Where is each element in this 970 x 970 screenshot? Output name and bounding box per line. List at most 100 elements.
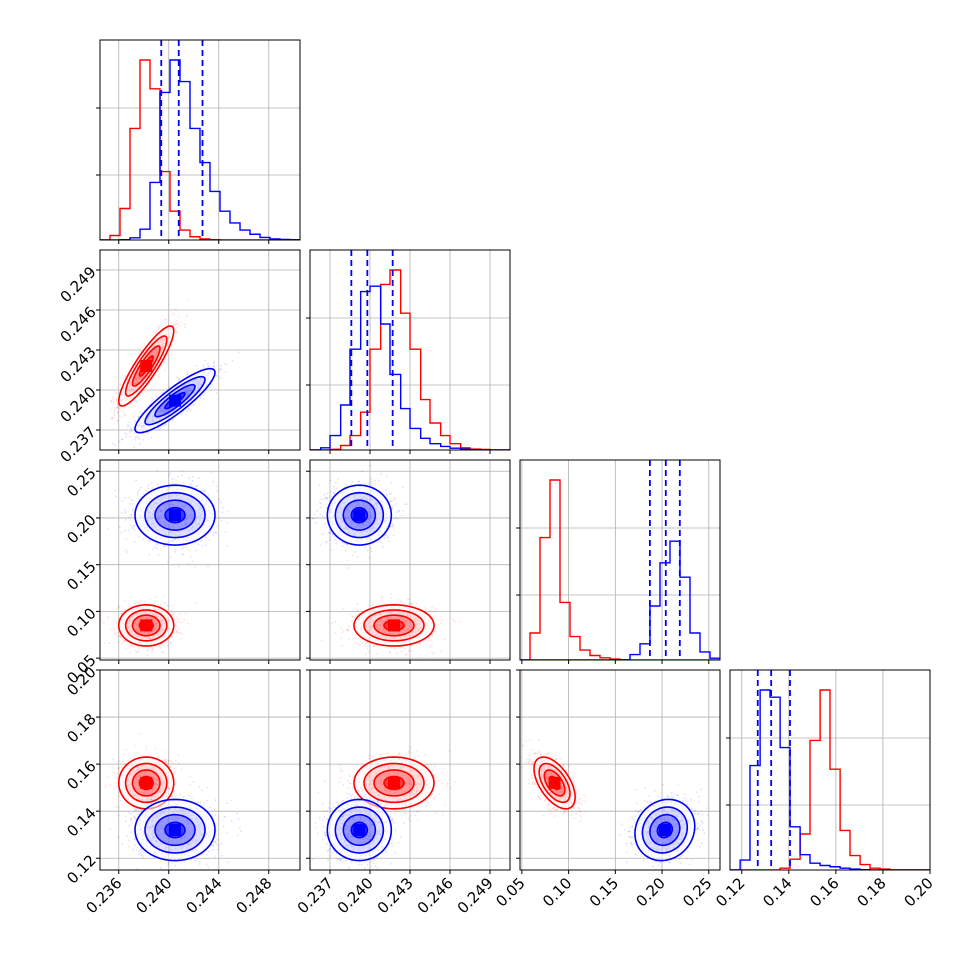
sample-point	[120, 438, 123, 441]
sample-point	[189, 408, 192, 411]
sample-point	[155, 547, 158, 550]
sample-point	[428, 637, 430, 640]
sample-point	[427, 639, 430, 642]
sample-point	[124, 608, 127, 611]
sample-point	[111, 441, 114, 444]
sample-point	[408, 598, 411, 600]
sample-point	[207, 565, 209, 568]
sample-point	[371, 604, 374, 607]
sample-point	[219, 368, 221, 371]
sample-point	[175, 331, 178, 334]
sample-point	[191, 480, 194, 482]
sample-point	[177, 315, 180, 318]
sample-point	[183, 326, 186, 329]
sample-point	[175, 308, 177, 311]
sample-point	[116, 411, 119, 414]
sample-point	[359, 640, 362, 643]
sample-point	[334, 621, 337, 623]
sample-point	[182, 482, 185, 485]
sample-point	[120, 381, 123, 384]
sample-point	[213, 365, 216, 368]
sample-point	[389, 647, 392, 649]
sample-point	[351, 554, 354, 557]
sample-point	[339, 627, 342, 630]
sample-point	[357, 609, 360, 612]
sample-point	[168, 386, 171, 388]
sample-point	[431, 635, 434, 638]
sample-point	[177, 379, 180, 382]
sample-point	[126, 424, 129, 427]
sample-point	[202, 367, 205, 370]
sample-point	[115, 620, 118, 623]
sample-point	[147, 539, 150, 542]
sample-point	[134, 438, 137, 441]
sample-point	[125, 538, 128, 540]
sample-point	[177, 322, 179, 325]
sample-point	[225, 363, 228, 366]
sample-point	[115, 406, 118, 409]
sample-point	[174, 548, 177, 551]
sample-point	[163, 545, 166, 548]
sample-point	[158, 325, 161, 328]
sample-point	[137, 648, 140, 651]
sample-point	[128, 496, 131, 499]
sample-point	[203, 490, 205, 493]
sample-point	[352, 615, 355, 618]
sample-point	[124, 512, 126, 515]
sample-point	[123, 609, 126, 612]
density-peak	[388, 619, 400, 632]
sample-point	[172, 482, 174, 485]
histogram-blue	[100, 59, 300, 240]
sample-point	[149, 598, 152, 601]
sample-point	[171, 612, 173, 615]
sample-point	[139, 437, 141, 440]
sample-point	[145, 490, 148, 493]
sample-point	[155, 331, 158, 334]
sample-point	[166, 644, 169, 647]
panel-1-2	[306, 459, 511, 664]
sample-point	[205, 544, 208, 547]
sample-point	[181, 474, 184, 477]
sample-point	[123, 639, 126, 642]
sample-point	[390, 492, 393, 495]
sample-point	[311, 517, 314, 520]
sample-point	[364, 645, 367, 648]
sample-point	[174, 619, 176, 622]
sample-point	[124, 548, 127, 551]
density-peak	[140, 619, 153, 632]
sample-point	[185, 410, 188, 412]
sample-point	[138, 497, 141, 500]
sample-point	[162, 544, 165, 547]
sample-point	[119, 636, 122, 639]
sample-point	[113, 414, 116, 417]
sample-point	[444, 638, 447, 641]
sample-point	[388, 540, 391, 543]
sample-point	[409, 602, 411, 605]
sample-point	[174, 328, 176, 330]
sample-point	[130, 514, 133, 517]
sample-point	[202, 393, 205, 396]
histogram-blue	[310, 285, 510, 450]
sample-point	[208, 539, 211, 542]
sample-point	[340, 644, 343, 647]
sample-point	[150, 481, 153, 484]
sample-point	[215, 374, 217, 377]
sample-point	[189, 555, 192, 558]
sample-point	[439, 622, 442, 625]
sample-point	[171, 312, 174, 315]
sample-point	[208, 365, 211, 368]
sample-point	[113, 413, 116, 415]
sample-point	[161, 651, 163, 653]
sample-point	[131, 364, 133, 366]
sample-point	[393, 497, 396, 500]
sample-point	[111, 398, 114, 401]
sample-point	[187, 562, 190, 565]
sample-point	[226, 510, 229, 513]
panel-0-1	[96, 249, 301, 454]
sample-point	[219, 501, 222, 504]
sample-point	[395, 516, 397, 519]
sample-point	[366, 644, 369, 647]
sample-point	[176, 616, 178, 619]
panel-1-1	[306, 249, 511, 454]
sample-point	[186, 299, 189, 302]
